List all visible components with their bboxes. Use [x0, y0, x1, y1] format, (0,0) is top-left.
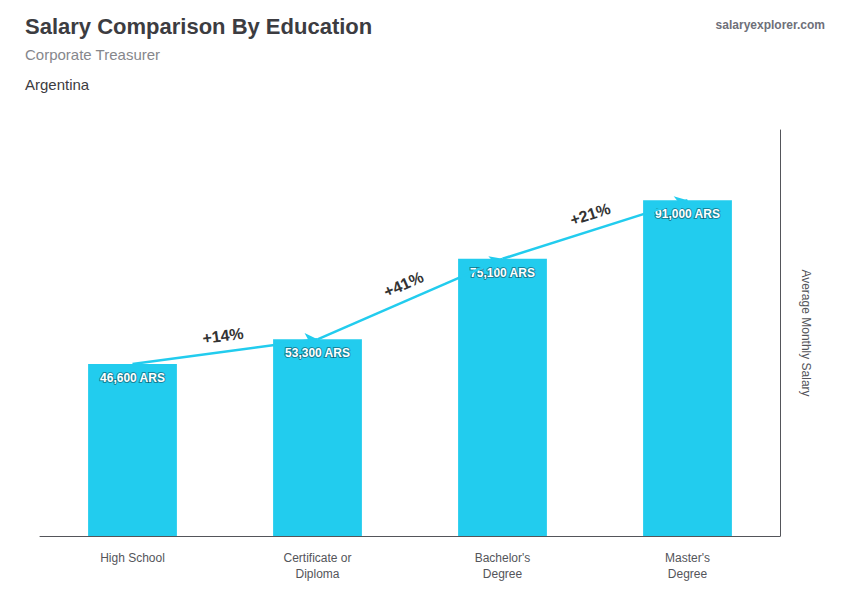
svg-text:75,100 ARS: 75,100 ARS — [470, 265, 535, 280]
svg-text:Bachelor's: Bachelor's — [475, 551, 531, 565]
svg-text:+21%: +21% — [568, 200, 613, 229]
svg-text:91,000 ARS: 91,000 ARS — [655, 207, 720, 221]
svg-text:Master's: Master's — [665, 551, 710, 565]
svg-text:High School: High School — [100, 551, 165, 565]
svg-text:Argentina: Argentina — [25, 76, 90, 93]
svg-text:53,300 ARS: 53,300 ARS — [285, 346, 350, 360]
svg-text:Degree: Degree — [668, 567, 708, 581]
svg-text:Average Monthly Salary: Average Monthly Salary — [799, 269, 813, 396]
svg-text:Corporate Treasurer: Corporate Treasurer — [25, 46, 160, 63]
svg-text:Degree: Degree — [483, 567, 523, 581]
svg-text:+41%: +41% — [381, 268, 426, 300]
svg-text:46,600 ARS: 46,600 ARS — [100, 371, 165, 385]
svg-text:Certificate or: Certificate or — [283, 551, 351, 565]
svg-text:Salary Comparison By Education: Salary Comparison By Education — [25, 14, 372, 39]
svg-text:+14%: +14% — [201, 325, 244, 347]
svg-text:salaryexplorer.com: salaryexplorer.com — [716, 18, 825, 32]
svg-text:Diploma: Diploma — [295, 567, 339, 581]
